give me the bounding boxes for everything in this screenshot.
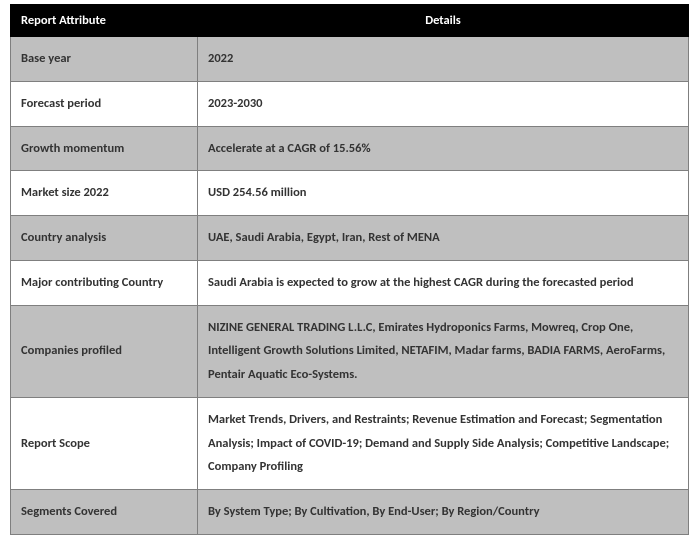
cell-attribute: Country analysis (11, 216, 198, 261)
cell-attribute: Segments Covered (11, 490, 198, 535)
table-header-row: Report Attribute Details (11, 5, 689, 37)
cell-attribute: Companies profiled (11, 305, 198, 397)
cell-details: Saudi Arabia is expected to grow at the … (198, 260, 689, 305)
cell-attribute: Market size 2022 (11, 171, 198, 216)
cell-details: Accelerate at a CAGR of 15.56% (198, 126, 689, 171)
table-row: Companies profiled NIZINE GENERAL TRADIN… (11, 305, 689, 397)
cell-attribute: Forecast period (11, 81, 198, 126)
cell-details: Market Trends, Drivers, and Restraints; … (198, 397, 689, 489)
table-row: Base year 2022 (11, 37, 689, 82)
table-row: Report Scope Market Trends, Drivers, and… (11, 397, 689, 489)
cell-details: 2023-2030 (198, 81, 689, 126)
header-attribute: Report Attribute (11, 5, 198, 37)
table-row: Country analysis UAE, Saudi Arabia, Egyp… (11, 216, 689, 261)
table-row: Segments Covered By System Type; By Cult… (11, 490, 689, 535)
report-attributes-table: Report Attribute Details Base year 2022 … (10, 4, 689, 535)
cell-details: 2022 (198, 37, 689, 82)
cell-attribute: Major contributing Country (11, 260, 198, 305)
cell-attribute: Report Scope (11, 397, 198, 489)
cell-details: USD 254.56 million (198, 171, 689, 216)
cell-details: By System Type; By Cultivation, By End-U… (198, 490, 689, 535)
cell-details: UAE, Saudi Arabia, Egypt, Iran, Rest of … (198, 216, 689, 261)
cell-details: NIZINE GENERAL TRADING L.L.C, Emirates H… (198, 305, 689, 397)
header-details: Details (198, 5, 689, 37)
cell-attribute: Growth momentum (11, 126, 198, 171)
table-row: Forecast period 2023-2030 (11, 81, 689, 126)
table-row: Major contributing Country Saudi Arabia … (11, 260, 689, 305)
table-row: Market size 2022 USD 254.56 million (11, 171, 689, 216)
table-row: Growth momentum Accelerate at a CAGR of … (11, 126, 689, 171)
cell-attribute: Base year (11, 37, 198, 82)
